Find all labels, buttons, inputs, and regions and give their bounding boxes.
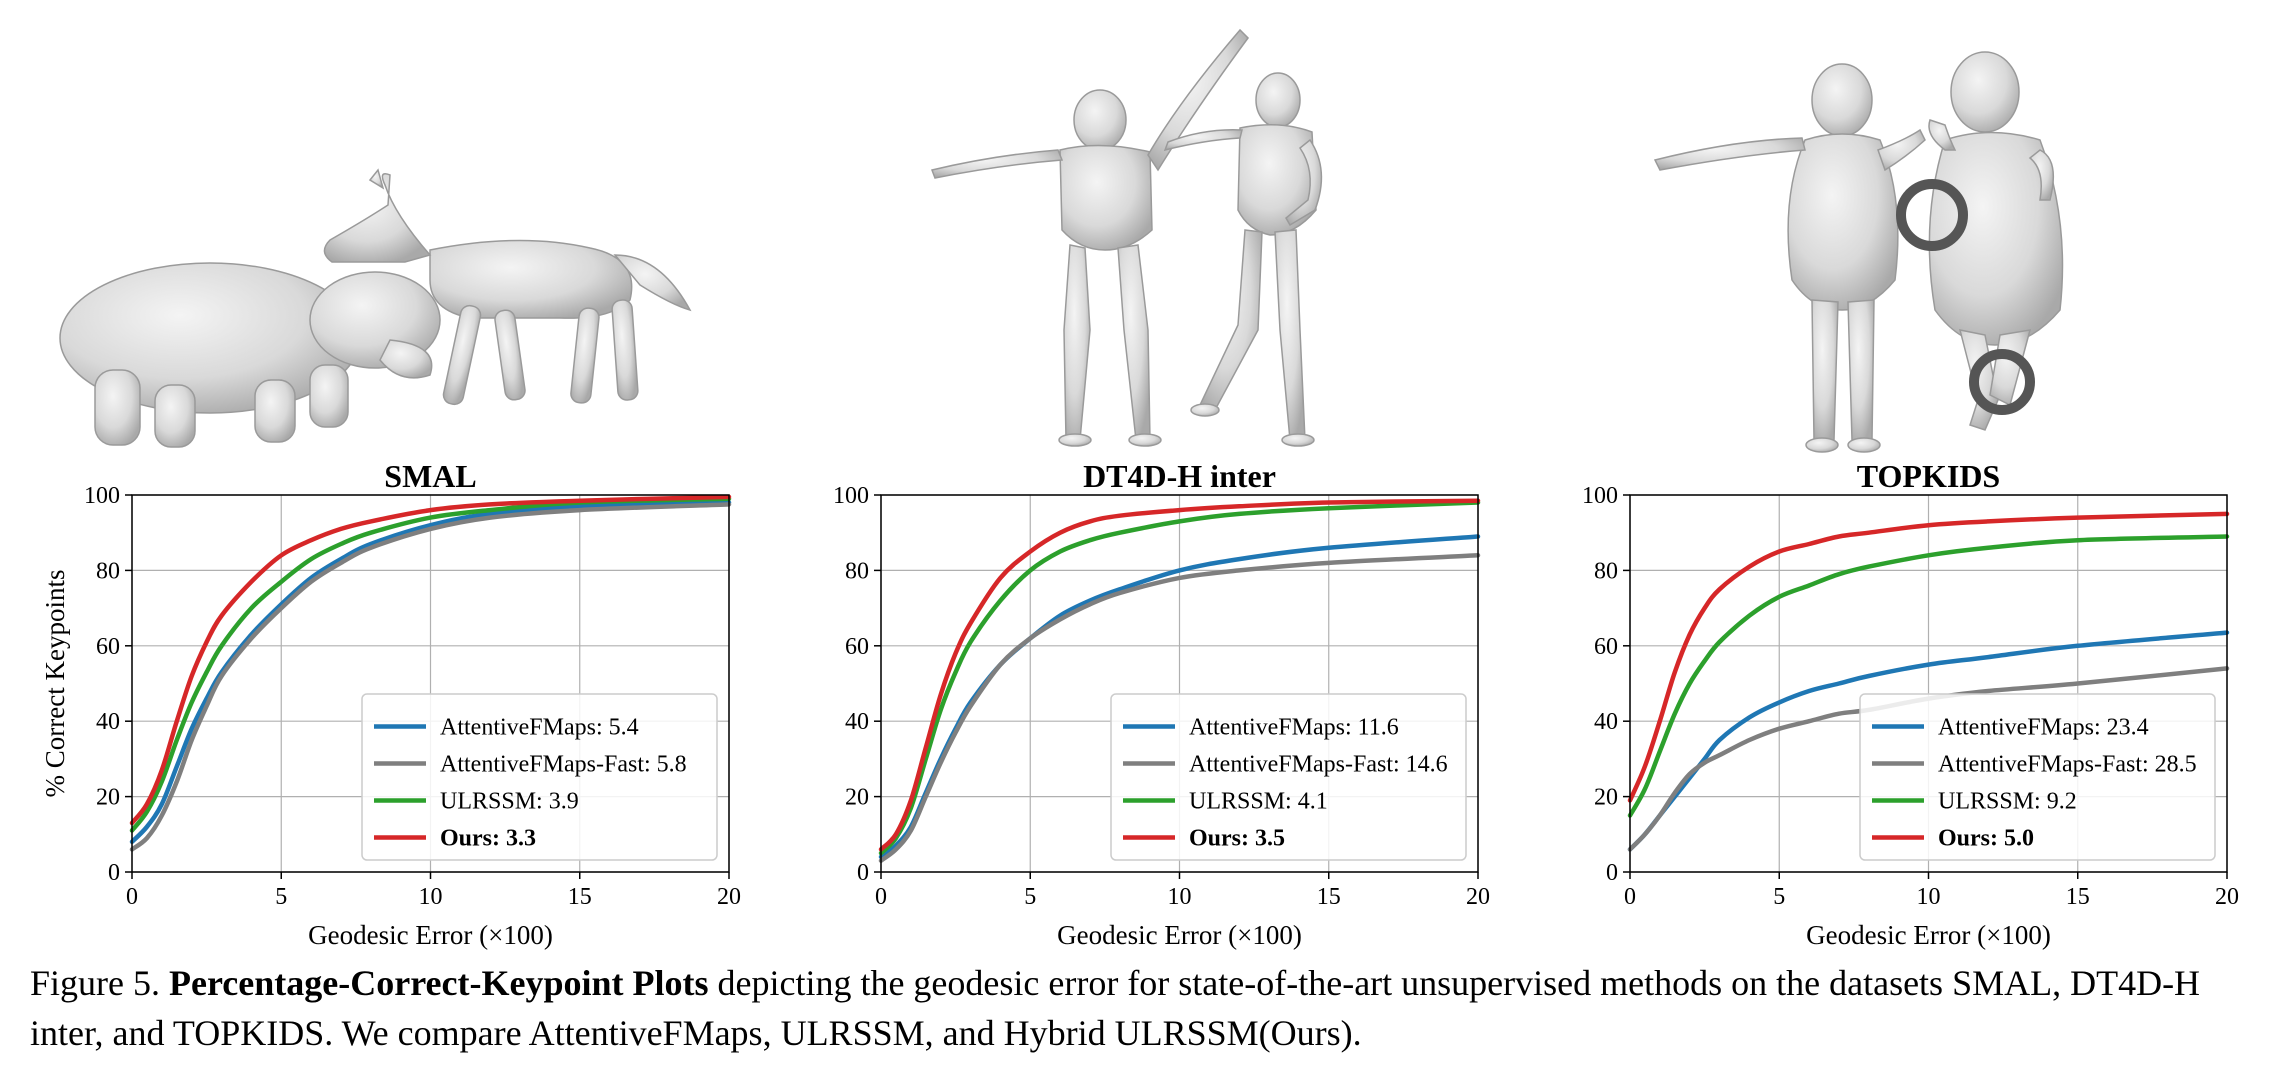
chart-title: SMAL: [384, 458, 476, 494]
y-tick-label: 40: [845, 709, 869, 735]
series-lines: [1627, 511, 2230, 852]
axis-ticks: 0 5 10 15 20 0 20 40 60 80 100: [1582, 483, 2239, 910]
child-mesh-right: [1928, 51, 2064, 431]
child-mesh-left: [1653, 63, 1926, 453]
smal-shapes-image: [59, 168, 692, 448]
axis-ticks: 0 5 10 15 20 0 20 40 60 80 100: [84, 483, 741, 910]
x-tick-label: 15: [2066, 884, 2090, 910]
x-tick-label: 5: [275, 884, 287, 910]
series-line-ulrssm: [129, 496, 732, 833]
y-tick-label: 80: [96, 558, 120, 584]
x-tick-label: 0: [126, 884, 138, 910]
y-tick-label: 20: [1594, 785, 1618, 811]
caption-text: depicting the geodesic error for state-o…: [30, 963, 2201, 1053]
y-tick-label: 60: [96, 634, 120, 660]
legend: AttentiveFMaps: 5.4 AttentiveFMaps-Fast: …: [361, 693, 718, 861]
series-line-ours: [878, 498, 1481, 852]
legend-label: AttentiveFMaps: 23.4: [1938, 715, 2149, 741]
axis-ticks: 0 5 10 15 20 0 20 40 60 80 100: [833, 483, 1490, 910]
x-tick-label: 15: [1317, 884, 1341, 910]
legend-label: AttentiveFMaps: 11.6: [1189, 715, 1399, 741]
chart-smal: 0 5 10 15 20 0 20 40 60 80 100 SMAL Geodesic Error…: [40, 458, 741, 950]
x-tick-label: 10: [1917, 884, 1941, 910]
x-tick-label: 0: [1624, 884, 1636, 910]
y-tick-label: 20: [96, 785, 120, 811]
x-axis-label: Geodesic Error (×100): [1057, 920, 1302, 950]
y-tick-label: 0: [108, 860, 120, 886]
legend-box: [1110, 693, 1467, 861]
series-line-attentivefmaps-fast: [878, 553, 1481, 863]
humanoid-mesh: [1163, 72, 1323, 447]
y-tick-label: 100: [833, 483, 869, 509]
y-tick-label: 40: [1594, 709, 1618, 735]
legend-label: ULRSSM: 4.1: [1189, 789, 1328, 815]
legend: AttentiveFMaps: 11.6 AttentiveFMaps-Fast:…: [1110, 693, 1467, 861]
legend-label: AttentiveFMaps: 5.4: [440, 715, 639, 741]
chart-topkids: 0 5 10 15 20 0 20 40 60 80 100 TOPKIDS Geodesic Er…: [1582, 458, 2239, 950]
x-tick-label: 20: [1466, 884, 1490, 910]
y-tick-label: 40: [96, 709, 120, 735]
series-lines: [878, 498, 1481, 863]
horse-mesh: [323, 168, 692, 406]
ogre-mesh: [930, 28, 1249, 447]
x-axis-label: Geodesic Error (×100): [308, 920, 553, 950]
x-tick-label: 5: [1773, 884, 1785, 910]
y-axis-label: % Correct Keypoints: [40, 570, 70, 798]
y-tick-label: 80: [845, 558, 869, 584]
legend-label: Ours: 5.0: [1938, 826, 2034, 852]
legend-label: AttentiveFMaps-Fast: 28.5: [1938, 752, 2197, 778]
figure-caption: Figure 5. Percentage-Correct-Keypoint Pl…: [30, 958, 2260, 1058]
series-lines: [129, 494, 732, 852]
series-line-ulrssm: [1627, 534, 2230, 818]
series-line-ulrssm: [878, 500, 1481, 856]
y-tick-label: 0: [857, 860, 869, 886]
legend-label: Ours: 3.3: [440, 826, 536, 852]
x-tick-label: 10: [1168, 884, 1192, 910]
chart-title: DT4D-H inter: [1083, 458, 1276, 494]
y-tick-label: 80: [1594, 558, 1618, 584]
legend-label: ULRSSM: 3.9: [440, 789, 579, 815]
x-tick-label: 10: [419, 884, 443, 910]
x-tick-label: 0: [875, 884, 887, 910]
x-tick-label: 5: [1024, 884, 1036, 910]
series-line-attentivefmaps-fast: [1627, 666, 2230, 852]
y-tick-label: 20: [845, 785, 869, 811]
y-tick-label: 60: [845, 634, 869, 660]
legend-label: AttentiveFMaps-Fast: 14.6: [1189, 752, 1448, 778]
legend-label: Ours: 3.5: [1189, 826, 1285, 852]
chart-dt4d: 0 5 10 15 20 0 20 40 60 80 100 DT4D-H inter Geodes…: [833, 458, 1490, 950]
series-line-attentivefmaps-fast: [129, 502, 732, 852]
x-tick-label: 20: [2215, 884, 2239, 910]
x-tick-label: 15: [568, 884, 592, 910]
legend-label: AttentiveFMaps-Fast: 5.8: [440, 752, 687, 778]
topkids-shapes-image: [1653, 51, 2064, 453]
topology-marker-icon: [1896, 179, 2035, 415]
chart-title: TOPKIDS: [1857, 458, 2000, 494]
legend-label: ULRSSM: 9.2: [1938, 789, 2077, 815]
y-tick-label: 100: [84, 483, 120, 509]
series-line-attentivefmaps: [129, 500, 732, 845]
caption-label: Figure 5.: [30, 963, 160, 1003]
caption-bold: Percentage-Correct-Keypoint Plots: [169, 963, 709, 1003]
series-line-ours: [1627, 511, 2230, 803]
y-tick-label: 0: [1606, 860, 1618, 886]
legend: AttentiveFMaps: 23.4 AttentiveFMaps-Fast:…: [1859, 693, 2216, 861]
y-tick-label: 100: [1582, 483, 1618, 509]
x-axis-label: Geodesic Error (×100): [1806, 920, 2051, 950]
x-tick-label: 20: [717, 884, 741, 910]
series-line-ours: [129, 494, 732, 826]
hippo-mesh: [59, 262, 441, 448]
dt4d-shapes-image: [930, 28, 1323, 447]
y-tick-label: 60: [1594, 634, 1618, 660]
legend-box: [1859, 693, 2216, 861]
legend-box: [361, 693, 718, 861]
